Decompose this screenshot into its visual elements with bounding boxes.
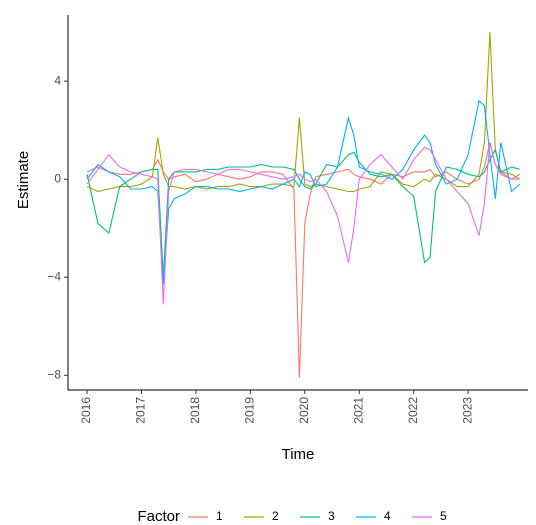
x-tick-label: 2021 — [351, 397, 365, 424]
x-tick-label: 2022 — [406, 397, 420, 424]
x-tick-label: 2023 — [460, 397, 474, 424]
x-tick-label: 2018 — [188, 397, 202, 424]
y-tick-label: 4 — [54, 73, 61, 87]
legend-title: Factor — [137, 508, 180, 525]
legend-label: 5 — [440, 509, 447, 523]
y-tick-label: −4 — [47, 269, 61, 283]
y-axis-title: Estimate — [15, 151, 32, 209]
legend-label: 1 — [216, 509, 223, 523]
series-line — [86, 32, 521, 193]
series-line — [86, 142, 520, 305]
x-tick-label: 2016 — [79, 397, 93, 424]
legend-label: 2 — [272, 509, 279, 523]
x-tick-label: 2017 — [134, 397, 148, 424]
y-tick-label: −8 — [47, 367, 61, 381]
legend-label: 4 — [384, 509, 391, 523]
x-tick-label: 2019 — [243, 397, 257, 424]
x-axis-title: Time — [282, 446, 315, 463]
legend-label: 3 — [328, 509, 335, 523]
x-tick-label: 2020 — [297, 397, 311, 424]
series-line — [86, 99, 521, 285]
y-tick-label: 0 — [54, 171, 61, 185]
